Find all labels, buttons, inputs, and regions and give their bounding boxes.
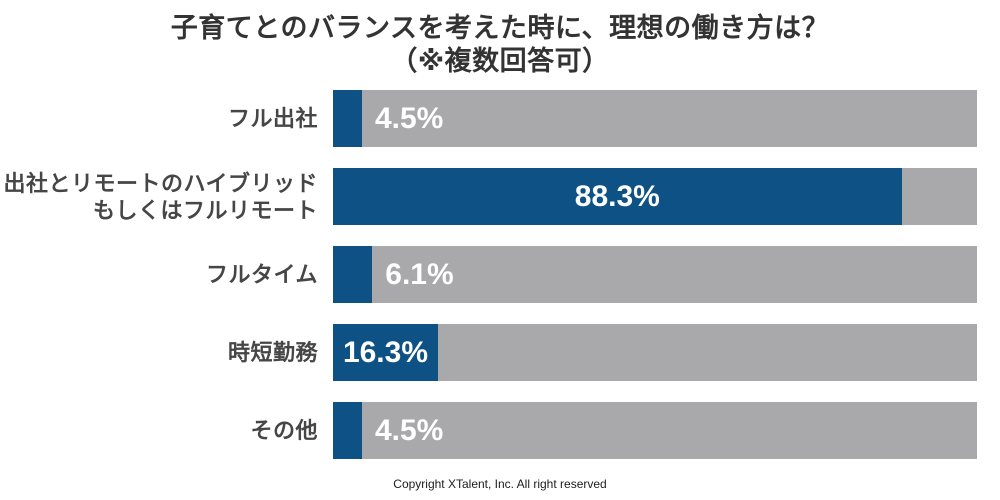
bar-track: 88.3% [333, 168, 977, 225]
bar-chart: フル出社 4.5% 出社とリモートのハイブリッド もしくはフルリモート 88.3% フル… [0, 90, 1000, 459]
bar-track: 4.5% [333, 402, 977, 459]
bar-track: 4.5% [333, 90, 977, 147]
copyright-text: Copyright XTalent, Inc. All right reserv… [393, 477, 607, 491]
chart-title-line1: 子育てとのバランスを考えた時に、理想の働き方は？ [170, 13, 830, 43]
category-label: フル出社 [227, 106, 318, 131]
value-label: 4.5% [374, 101, 444, 135]
chart-row: 時短勤務 16.3% [0, 324, 1000, 381]
bar-fill [333, 246, 373, 303]
bar-fill: 16.3% [333, 324, 438, 381]
bar-fill [333, 402, 362, 459]
chart-row: フル出社 4.5% [0, 90, 1000, 147]
value-label: 16.3% [342, 335, 429, 369]
category-label: フルタイム [205, 262, 318, 287]
category-label: その他 [250, 418, 318, 443]
chart-title-line2: （※複数回答可） [390, 46, 610, 76]
bar-track: 6.1% [333, 246, 977, 303]
bar-fill: 88.3% [333, 168, 902, 225]
category-label: 出社とリモートのハイブリッド もしくはフルリモート [3, 170, 318, 223]
category-label: 時短勤務 [227, 340, 318, 365]
bar-fill [333, 90, 362, 147]
bar-track: 16.3% [333, 324, 977, 381]
value-label: 88.3% [574, 179, 660, 213]
value-label: 6.1% [385, 257, 454, 291]
chart-title: 子育てとのバランスを考えた時に、理想の働き方は？ （※複数回答可） [0, 0, 1000, 78]
chart-row: フルタイム 6.1% [0, 246, 1000, 303]
chart-row: 出社とリモートのハイブリッド もしくはフルリモート 88.3% [0, 168, 1000, 225]
value-label: 4.5% [374, 413, 444, 447]
chart-row: その他 4.5% [0, 402, 1000, 459]
